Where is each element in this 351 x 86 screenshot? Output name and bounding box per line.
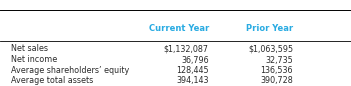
Text: 128,445: 128,445	[176, 66, 209, 75]
Text: $1,063,595: $1,063,595	[248, 44, 293, 53]
Text: Average shareholders’ equity: Average shareholders’ equity	[11, 66, 129, 75]
Text: Current Year: Current Year	[148, 24, 209, 33]
Text: $1,132,087: $1,132,087	[164, 44, 209, 53]
Text: 32,735: 32,735	[265, 55, 293, 64]
Text: Net sales: Net sales	[11, 44, 47, 53]
Text: 136,536: 136,536	[260, 66, 293, 75]
Text: 394,143: 394,143	[176, 76, 209, 85]
Text: 36,796: 36,796	[181, 55, 209, 64]
Text: 390,728: 390,728	[260, 76, 293, 85]
Text: Average total assets: Average total assets	[11, 76, 93, 85]
Text: Net income: Net income	[11, 55, 57, 64]
Text: Prior Year: Prior Year	[246, 24, 293, 33]
